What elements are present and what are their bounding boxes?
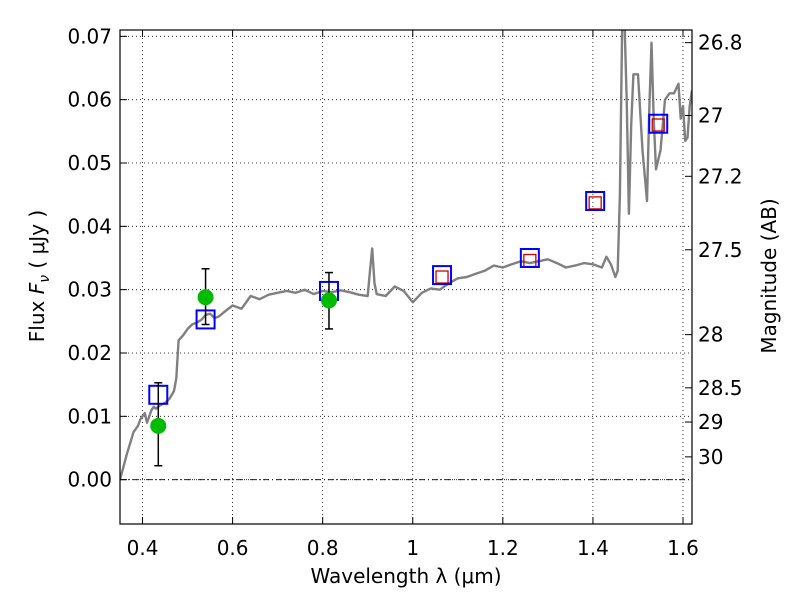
y-tick-label: 0.05 [67,151,112,175]
x-tick-label: 0.4 [127,536,159,560]
model-square-marker [432,265,453,286]
y2-tick-label: 27 [698,104,723,128]
y2-tick-label: 29 [698,410,723,434]
y-axis-label-text: Flux [25,294,49,342]
observed-point-marker [150,417,167,434]
grid [120,30,692,524]
red-square-marker [523,253,537,268]
x-tick-label: 0.8 [307,536,339,560]
y-axis-label-units: ( μJy ) [25,210,49,275]
y2-tick-label: 27.2 [698,164,743,188]
y2-tick-label: 28 [698,323,723,347]
y2-tick-label: 30 [698,445,723,469]
observed-point-marker [197,289,214,306]
y-axis-label: Flux Fν ( μJy ) [25,210,53,342]
sed-line [120,30,692,481]
photometry-markers [148,113,669,467]
y2-axis-label: Magnitude (AB) [757,198,781,353]
y-tick-label: 0.04 [67,214,112,238]
observed-point-marker [320,292,337,309]
x-tick-label: 1 [406,536,419,560]
y2-tick-label: 27.5 [698,238,743,262]
model-square-marker [585,191,606,211]
plot-frame [119,29,693,525]
sed-curve [120,30,692,481]
y-tick-label: 0.03 [67,278,112,302]
y2-tick-label: 26.8 [698,31,743,55]
x-axis-label: Wavelength λ (μm) [310,564,501,588]
y-axis-ticks: 0.00 0.01 0.02 0.03 0.04 0.05 0.06 0.07 [67,24,127,492]
x-tick-label: 1.4 [577,536,609,560]
model-square-marker [519,248,540,268]
y-tick-label: 0.02 [67,341,112,365]
y-axis-label-symbol: F [25,282,49,294]
red-square-marker [651,118,665,132]
x-axis-ticks: 0.4 0.6 0.8 1 1.2 1.4 1.6 [127,30,699,560]
x-tick-label: 1.2 [487,536,519,560]
y-tick-label: 0.07 [67,24,112,48]
x-tick-label: 1.6 [667,536,699,560]
y2-axis-ticks: 26.8 27 27.2 27.5 28 28.5 29 30 [685,31,743,469]
y-axis-label-sub: ν [37,275,53,283]
red-square-marker [435,270,449,284]
y2-tick-label: 28.5 [698,376,743,400]
model-square-marker [648,113,669,134]
y-tick-label: 0.00 [67,468,112,492]
y-tick-label: 0.01 [67,404,112,428]
x-tick-label: 0.6 [217,536,249,560]
red-square-marker [588,196,602,210]
y-tick-label: 0.06 [67,88,112,112]
